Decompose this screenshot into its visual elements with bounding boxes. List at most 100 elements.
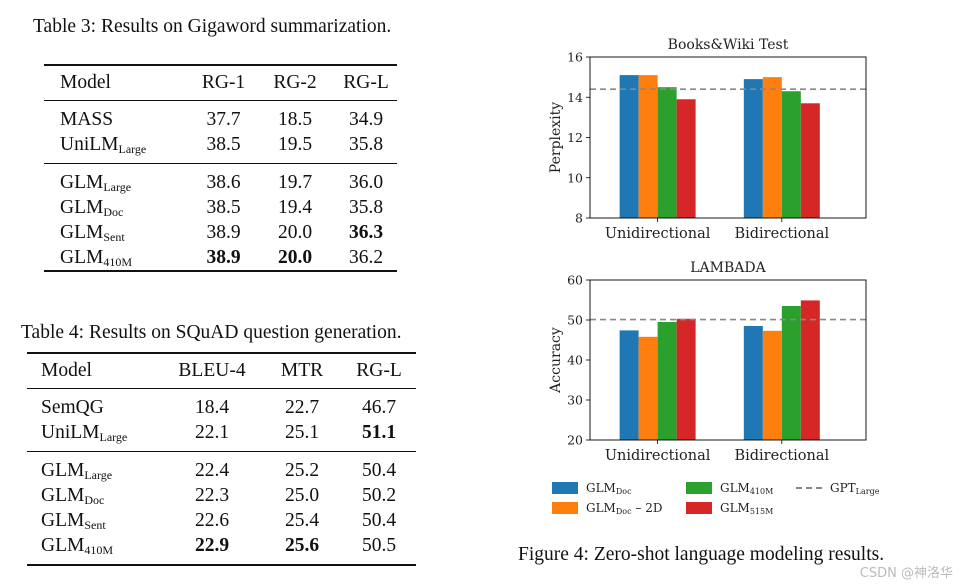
model-name: GLMSent bbox=[41, 509, 106, 532]
chart-bar bbox=[762, 77, 782, 218]
figure4-caption: Figure 4: Zero-shot language modeling re… bbox=[518, 544, 885, 565]
model-name: GLM410M bbox=[41, 534, 114, 557]
model-name: UniLMLarge bbox=[41, 421, 128, 444]
chart-bar bbox=[619, 330, 639, 440]
cell: 25.4 bbox=[284, 509, 320, 531]
table-row: UniLMLarge 38.5 19.5 35.8 bbox=[44, 132, 397, 157]
cell-best: 25.6 bbox=[284, 534, 320, 556]
y-tick-label: 10 bbox=[567, 170, 583, 185]
table4-caption: Table 4: Results on SQuAD question gener… bbox=[21, 322, 402, 343]
legend-swatch bbox=[552, 482, 578, 494]
chart-bar bbox=[781, 91, 801, 218]
table4-col-mtr: MTR bbox=[280, 360, 324, 381]
legend-label: GLMDoc – 2D bbox=[586, 501, 663, 516]
cell: 19.4 bbox=[277, 196, 313, 218]
table4-col-model: Model bbox=[41, 360, 92, 381]
y-axis-label: Perplexity bbox=[548, 102, 564, 173]
legend-item-glm-doc: GLMDoc bbox=[552, 481, 632, 496]
cell-best: 22.9 bbox=[194, 534, 230, 556]
cell: 35.8 bbox=[348, 196, 384, 218]
x-tick-label: Unidirectional bbox=[605, 226, 711, 242]
legend-dash bbox=[796, 487, 822, 489]
table3-col-rg2: RG-2 bbox=[273, 72, 317, 93]
cell-best: 38.9 bbox=[206, 246, 241, 268]
table-row: GLMLarge 38.6 19.7 36.0 bbox=[44, 170, 397, 195]
y-tick-label: 30 bbox=[567, 393, 583, 408]
plot-frame bbox=[589, 56, 867, 219]
watermark: CSDN @神洛华 bbox=[859, 566, 953, 581]
model-name: GLMLarge bbox=[41, 459, 113, 482]
cell: 36.2 bbox=[348, 246, 384, 268]
table-row: GLM410M 38.9 20.0 36.2 bbox=[44, 245, 397, 270]
chart-bar bbox=[781, 306, 801, 440]
cell: 25.1 bbox=[284, 421, 320, 443]
cell: 35.8 bbox=[348, 133, 384, 155]
table4-col-rgl: RG-L bbox=[356, 360, 402, 381]
model-name: MASS bbox=[60, 108, 114, 130]
cell: 50.4 bbox=[361, 459, 397, 481]
cell: 50.4 bbox=[361, 509, 397, 531]
cell: 18.4 bbox=[194, 396, 230, 418]
table3: Model RG-1 RG-2 RG-L MASS 37.7 18.5 34.9… bbox=[44, 64, 397, 272]
cell: 22.4 bbox=[194, 459, 230, 481]
y-axis-label: Accuracy bbox=[548, 327, 564, 394]
cell: 38.9 bbox=[206, 221, 241, 243]
cell: 19.7 bbox=[277, 171, 313, 193]
table-row: UniLMLarge 22.1 25.1 51.1 bbox=[27, 420, 416, 445]
cell: 18.5 bbox=[277, 108, 313, 130]
table3-col-rg1: RG-1 bbox=[201, 72, 246, 93]
cell: 36.0 bbox=[348, 171, 384, 193]
chart-bar bbox=[800, 300, 820, 440]
chart-bar bbox=[676, 99, 696, 218]
model-name: GLMSent bbox=[60, 221, 125, 244]
model-name: GLMDoc bbox=[41, 484, 105, 507]
cell-best: 36.3 bbox=[348, 221, 384, 243]
table-row: GLMDoc 38.5 19.4 35.8 bbox=[44, 195, 397, 220]
cell: 38.6 bbox=[206, 171, 241, 193]
cell: 22.7 bbox=[284, 396, 320, 418]
legend-swatch bbox=[552, 502, 578, 514]
cell-best: 20.0 bbox=[277, 246, 313, 268]
legend-label: GLM515M bbox=[720, 501, 774, 516]
cell: 22.1 bbox=[194, 421, 230, 443]
table-row: GLMLarge 22.4 25.2 50.4 bbox=[27, 458, 416, 483]
y-tick-label: 12 bbox=[567, 130, 583, 145]
cell: 22.6 bbox=[194, 509, 230, 531]
x-tick-label: Bidirectional bbox=[734, 226, 829, 242]
chart-bar bbox=[657, 87, 677, 218]
chart-bar bbox=[743, 79, 763, 218]
chart-bar bbox=[743, 326, 763, 440]
cell: 19.5 bbox=[277, 133, 313, 155]
y-tick-label: 8 bbox=[575, 211, 583, 226]
chart-bar bbox=[657, 322, 677, 440]
model-name: GLMDoc bbox=[60, 196, 124, 219]
cell: 38.5 bbox=[206, 133, 241, 155]
table-row: GLM410M 22.9 25.6 50.5 bbox=[27, 533, 416, 558]
table-row: GLMDoc 22.3 25.0 50.2 bbox=[27, 483, 416, 508]
table3-caption: Table 3: Results on Gigaword summarizati… bbox=[33, 16, 392, 37]
y-tick-label: 60 bbox=[567, 273, 583, 288]
legend-item-glm-doc-2d: GLMDoc – 2D bbox=[552, 501, 663, 516]
table4-col-bleu4: BLEU-4 bbox=[178, 360, 246, 381]
cell: 50.5 bbox=[361, 534, 397, 556]
table4-header-row: Model BLEU-4 MTR RG-L bbox=[27, 354, 416, 389]
legend-label: GLM410M bbox=[720, 481, 774, 496]
model-name: GLM410M bbox=[60, 246, 133, 269]
chart-bar bbox=[619, 75, 639, 218]
table3-col-model: Model bbox=[60, 72, 111, 93]
legend-item-glm-410m: GLM410M bbox=[686, 481, 774, 496]
y-tick-label: 20 bbox=[567, 433, 583, 448]
cell: 37.7 bbox=[206, 108, 241, 130]
cell: 25.0 bbox=[284, 484, 320, 506]
table-row: GLMSent 22.6 25.4 50.4 bbox=[27, 508, 416, 533]
y-tick-label: 14 bbox=[567, 90, 583, 105]
chart-bar bbox=[762, 330, 782, 440]
y-tick-label: 40 bbox=[567, 353, 583, 368]
table-row: SemQG 18.4 22.7 46.7 bbox=[27, 395, 416, 420]
legend-item-glm-515m: GLM515M bbox=[686, 501, 774, 516]
legend-swatch bbox=[686, 502, 712, 514]
chart-bar bbox=[800, 103, 820, 218]
table3-col-rgl: RG-L bbox=[343, 72, 389, 93]
model-name: SemQG bbox=[41, 396, 104, 418]
